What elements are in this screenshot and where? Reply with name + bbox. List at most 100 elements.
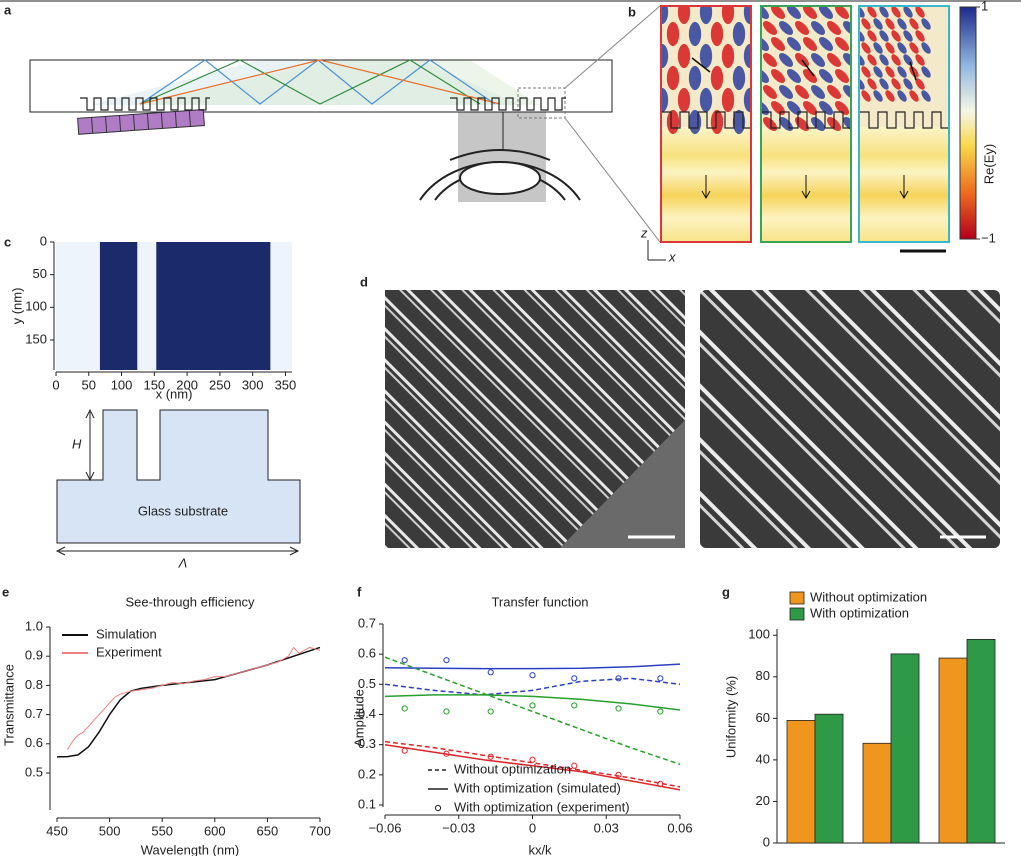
arrow-head (85, 408, 95, 482)
grating-ridge (99, 242, 138, 370)
field-lobe (915, 78, 925, 90)
field-map (762, 7, 850, 241)
data-point (487, 753, 494, 760)
field-lobe (699, 43, 713, 69)
field-lobe (662, 7, 669, 25)
field-lobe (921, 66, 931, 78)
data-line (384, 740, 681, 788)
period-label: Λ (178, 555, 188, 570)
arrow-head (701, 190, 711, 200)
field-lobe (721, 43, 735, 69)
field-lobe (921, 18, 931, 30)
field-lobe (779, 53, 793, 67)
axis-name: x (668, 249, 676, 264)
field-lobe (843, 117, 850, 131)
field-lobe (921, 90, 931, 102)
field-lobe (803, 69, 817, 83)
panel-label: b (628, 4, 636, 19)
field-lobe (803, 37, 817, 51)
field-lobe (795, 85, 809, 99)
field-lobe (835, 69, 849, 83)
y-tick-label: 20 (756, 793, 770, 808)
field-frame (858, 5, 950, 243)
field-lobe (873, 66, 883, 78)
data-point (487, 708, 494, 715)
y-tick-label: 0 (763, 834, 770, 849)
data-point (529, 756, 536, 763)
field-lobe (903, 7, 913, 18)
bar (862, 742, 892, 844)
y-axis-label: Transmittance (1, 664, 16, 746)
field-lobe (909, 90, 919, 102)
field-lobe (827, 53, 841, 67)
data-point (615, 705, 622, 712)
legend-label: Simulation (96, 626, 157, 641)
legend-swatch (789, 591, 805, 605)
x-tick-label: 450 (46, 823, 68, 838)
sem-image (700, 290, 1000, 548)
chart-title: Transfer function (491, 594, 588, 609)
arrow-head (899, 190, 909, 200)
field-lobe (903, 30, 913, 42)
field-lobe (861, 90, 871, 102)
field-frame (660, 5, 752, 243)
y-tick-label: 60 (756, 710, 770, 725)
data-point (401, 705, 408, 712)
eye (449, 149, 551, 161)
field-lobe (885, 18, 895, 30)
panel-label: f (357, 584, 362, 599)
data-line (67, 646, 321, 750)
y-tick-label: 0.1 (358, 796, 376, 811)
field-lobe (743, 7, 750, 25)
zoom-line (564, 5, 661, 89)
legend-label: With optimization (810, 605, 909, 620)
field-lobe (891, 7, 901, 18)
y-tick-label: 0 (40, 233, 47, 248)
field-lobe (771, 69, 785, 83)
field-lobe (861, 66, 871, 78)
field-lobe (885, 42, 895, 54)
field-lobe (885, 90, 895, 102)
field-lobe (867, 78, 877, 90)
y-axis-label: Amplitude (351, 689, 366, 747)
field-lobe (787, 69, 801, 83)
field-lobe (835, 101, 849, 115)
y-tick-label: 100 (748, 627, 770, 642)
field-lobe (843, 21, 850, 35)
colorbar-tick-label: −1 (981, 230, 996, 245)
y-tick-label: 0.7 (25, 706, 43, 721)
field-frame (760, 5, 852, 243)
field-lobe (867, 30, 877, 42)
x-tick-label: 300 (242, 377, 264, 392)
field-lobe (803, 101, 817, 115)
field-lobe (666, 65, 680, 91)
field-lobe (743, 43, 750, 69)
grating-cross-section: H Glass substrate Λ (55, 408, 301, 570)
arrow-head (801, 190, 811, 200)
field-lobe (897, 42, 907, 54)
x-tick-label: 150 (143, 377, 165, 392)
field-lobe (897, 90, 907, 102)
legend-label: Experiment (96, 644, 162, 659)
data-line (384, 656, 681, 766)
field-lobe (787, 37, 801, 51)
field-lobe (803, 7, 817, 19)
field-lobe (897, 18, 907, 30)
legend-swatch (789, 607, 805, 621)
legend-label: With optimization (simulated) (454, 780, 621, 795)
field-lobe (885, 66, 895, 78)
field-lobe (710, 109, 724, 135)
field-lobe (666, 109, 680, 135)
x-axis-label: Wavelength (nm) (141, 842, 240, 856)
field-lobe (873, 90, 883, 102)
x-tick-label: 0 (52, 377, 59, 392)
projector-body (77, 109, 205, 135)
field-maps: Re(Ey) z x 1 −1 (640, 0, 996, 264)
sem-substrate (560, 420, 685, 548)
arrow (909, 61, 917, 81)
field-lobe (879, 30, 889, 42)
field-lobe (891, 54, 901, 66)
field-lobe (787, 7, 801, 19)
